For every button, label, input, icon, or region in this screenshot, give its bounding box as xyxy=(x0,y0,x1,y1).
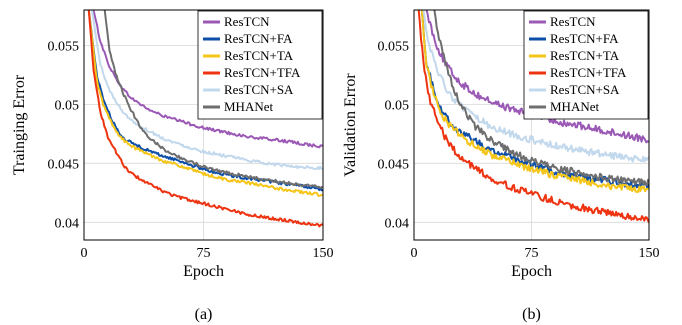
y-tick-label: 0.055 xyxy=(48,39,80,54)
x-tick-label: 75 xyxy=(525,246,539,261)
legend-entry: MHANet xyxy=(224,99,273,114)
y-axis-label-a: Trainging Error xyxy=(11,74,28,175)
legend-entry: ResTCN xyxy=(224,14,270,29)
y-tick-label: 0.055 xyxy=(378,39,410,54)
y-tick-label: 0.04 xyxy=(55,216,80,231)
legend-a: ResTCN ResTCN+FA ResTCN+TA ResTCN+TFA ResTCN… xyxy=(197,10,323,120)
series-lines-b xyxy=(417,10,649,224)
series-line-restcn-ta xyxy=(87,10,323,197)
series-line-restcn-tfa xyxy=(417,10,649,224)
y-tick-label: 0.04 xyxy=(385,216,410,231)
x-tick-label: 75 xyxy=(197,246,211,261)
legend-b: ResTCN ResTCN+FA ResTCN+TA ResTCN+TFA ResTCN… xyxy=(523,10,649,120)
series-line-restcn-fa xyxy=(420,10,649,190)
x-axis-label-a: Epoch xyxy=(183,263,224,280)
series-line-restcn-ta xyxy=(420,10,649,194)
legend-box xyxy=(523,10,649,120)
legend-entry: ResTCN+SA xyxy=(224,82,294,97)
x-axis-label-b: Epoch xyxy=(511,263,552,280)
series-lines-a xyxy=(87,10,323,228)
legend-entry: ResTCN xyxy=(550,14,596,29)
panel-a: 0.04 0.045 0.05 0.055 0 75 150 ResTCN ResTCN+FA… xyxy=(11,9,334,323)
y-tick-label: 0.045 xyxy=(378,157,410,172)
legend-entry: ResTCN+TFA xyxy=(224,65,301,80)
y-tick-label: 0.05 xyxy=(55,98,80,113)
series-line-mhanet xyxy=(103,10,323,189)
caption-b: (b) xyxy=(522,306,541,323)
legend-entry: ResTCN+FA xyxy=(224,31,293,46)
legend-box xyxy=(197,10,323,120)
x-tick-label: 150 xyxy=(639,246,660,261)
series-line-restcn-sa xyxy=(90,10,323,171)
series-line-restcn xyxy=(92,10,323,149)
series-line-restcn-sa xyxy=(422,10,649,163)
plot-frame-a xyxy=(83,9,324,241)
legend-entry: MHANet xyxy=(550,99,599,114)
legend-entry: ResTCN+TA xyxy=(224,48,294,63)
x-tick-label: 0 xyxy=(411,246,418,261)
legend-entry: ResTCN+TA xyxy=(550,48,620,63)
y-axis-label-b: Validation Error xyxy=(342,73,359,177)
x-tick-label: 0 xyxy=(81,246,88,261)
series-line-restcn-tfa xyxy=(87,10,323,228)
panel-b: 0.04 0.045 0.05 0.055 0 75 150 ResTCN ResTCN+FA… xyxy=(342,9,660,323)
legend-entry: ResTCN+FA xyxy=(550,31,619,46)
y-tick-label: 0.045 xyxy=(48,157,80,172)
caption-a: (a) xyxy=(195,306,213,323)
ticks-b: 0.04 0.045 0.05 0.055 0 75 150 xyxy=(378,39,660,261)
series-line-mhanet xyxy=(433,10,649,186)
x-tick-label: 150 xyxy=(313,246,334,261)
plot-frame-b xyxy=(413,9,650,241)
ticks-a: 0.04 0.045 0.05 0.055 0 75 150 xyxy=(48,39,334,261)
legend-entry: ResTCN+TFA xyxy=(550,65,627,80)
legend-entry: ResTCN+SA xyxy=(550,82,620,97)
y-tick-label: 0.05 xyxy=(385,98,410,113)
